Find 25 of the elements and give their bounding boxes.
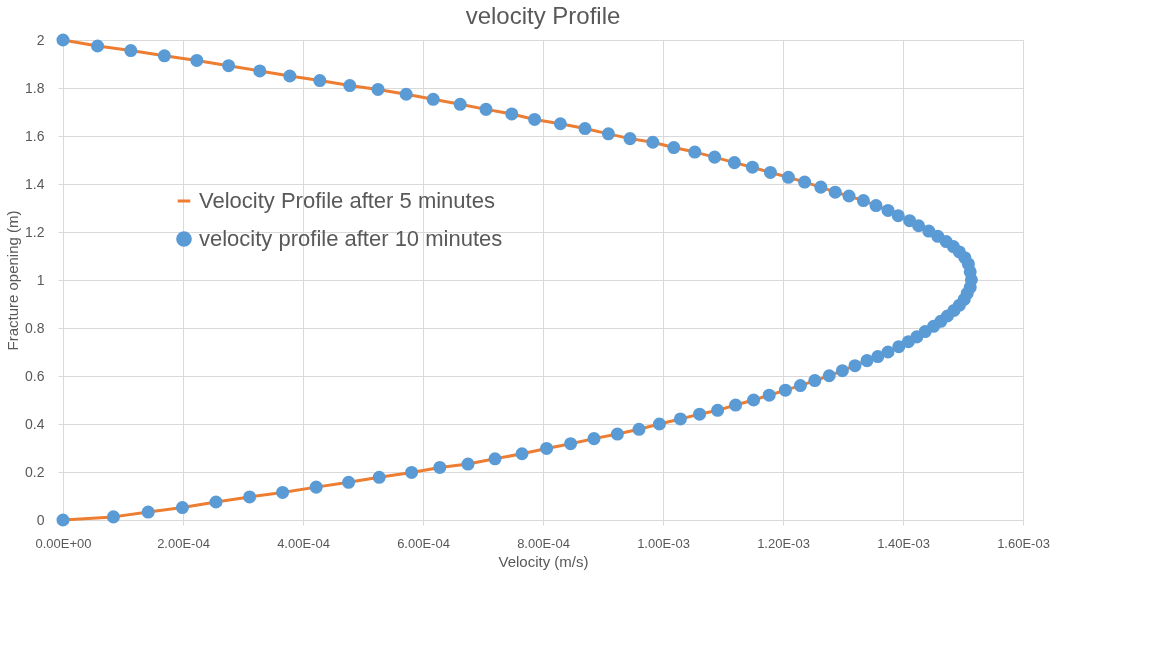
y-tick-label: 1.6 bbox=[25, 127, 45, 144]
y-tick-label: 1 bbox=[36, 271, 45, 288]
y-tick-label: 2 bbox=[36, 31, 45, 48]
y-axis-title: Fracture opening (m) bbox=[4, 210, 22, 351]
x-tick-label: 0.00E+00 bbox=[35, 535, 92, 551]
x-axis-title: Velocity (m/s) bbox=[498, 552, 589, 570]
x-tick-label: 2.00E-04 bbox=[157, 535, 210, 551]
y-tick-label: 0.8 bbox=[25, 319, 45, 336]
y-tick-label: 0 bbox=[36, 511, 45, 528]
x-tick-label: 8.00E-04 bbox=[517, 535, 570, 551]
x-tick-label: 1.40E-03 bbox=[877, 535, 930, 551]
legend-label: Velocity Profile after 5 minutes bbox=[199, 188, 495, 213]
x-tick-label: 6.00E-04 bbox=[397, 535, 450, 551]
y-tick-label: 1.8 bbox=[25, 79, 45, 96]
x-tick-label: 1.00E-03 bbox=[637, 535, 690, 551]
legend-label: velocity profile after 10 minutes bbox=[199, 226, 503, 251]
chart-title: velocity Profile bbox=[465, 2, 621, 29]
y-tick-label: 1.4 bbox=[25, 175, 45, 192]
y-tick-label: 0.6 bbox=[25, 367, 45, 384]
y-tick-label: 0.2 bbox=[25, 463, 45, 480]
x-tick-label: 1.20E-03 bbox=[757, 535, 810, 551]
y-tick-label: 0.4 bbox=[25, 415, 45, 432]
y-tick-label: 1.2 bbox=[25, 223, 45, 240]
x-tick-label: 4.00E-04 bbox=[277, 535, 330, 551]
x-tick-label: 1.60E-03 bbox=[997, 535, 1050, 551]
